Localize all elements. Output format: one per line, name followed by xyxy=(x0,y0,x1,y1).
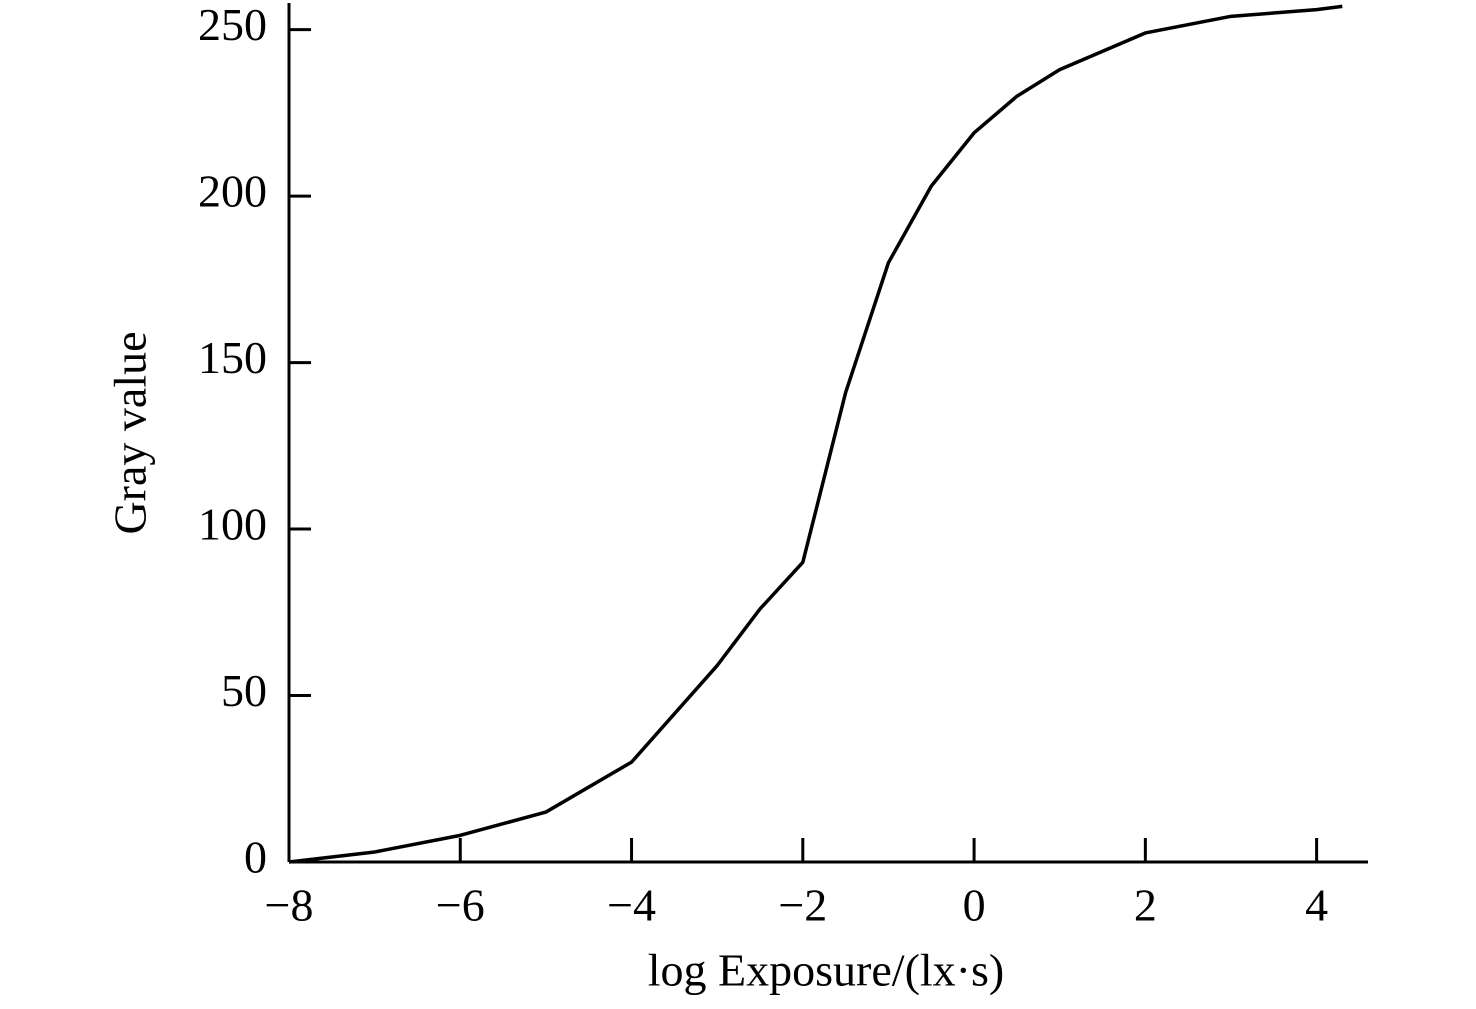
x-tick-label: −6 xyxy=(436,880,485,931)
x-tick-label: 4 xyxy=(1305,880,1328,931)
x-tick-label: 2 xyxy=(1134,880,1157,931)
y-tick-label: 50 xyxy=(221,665,267,716)
line xyxy=(288,4,1343,864)
x-tick-label: −2 xyxy=(778,880,827,931)
x-axis-label: log Exposure/(lx·s) xyxy=(648,945,1004,996)
y-axis-label: Gray value xyxy=(105,331,156,534)
x-tick-label: 0 xyxy=(963,880,986,931)
y-tick-label: 200 xyxy=(198,166,267,217)
y-tick-label: 150 xyxy=(198,332,267,383)
y-tick-label: 100 xyxy=(198,499,267,550)
y-tick-label: 0 xyxy=(244,832,267,883)
y-tick-label: 250 xyxy=(198,0,267,50)
x-tick-label: −4 xyxy=(607,880,656,931)
x-tick-label: −8 xyxy=(265,880,314,931)
